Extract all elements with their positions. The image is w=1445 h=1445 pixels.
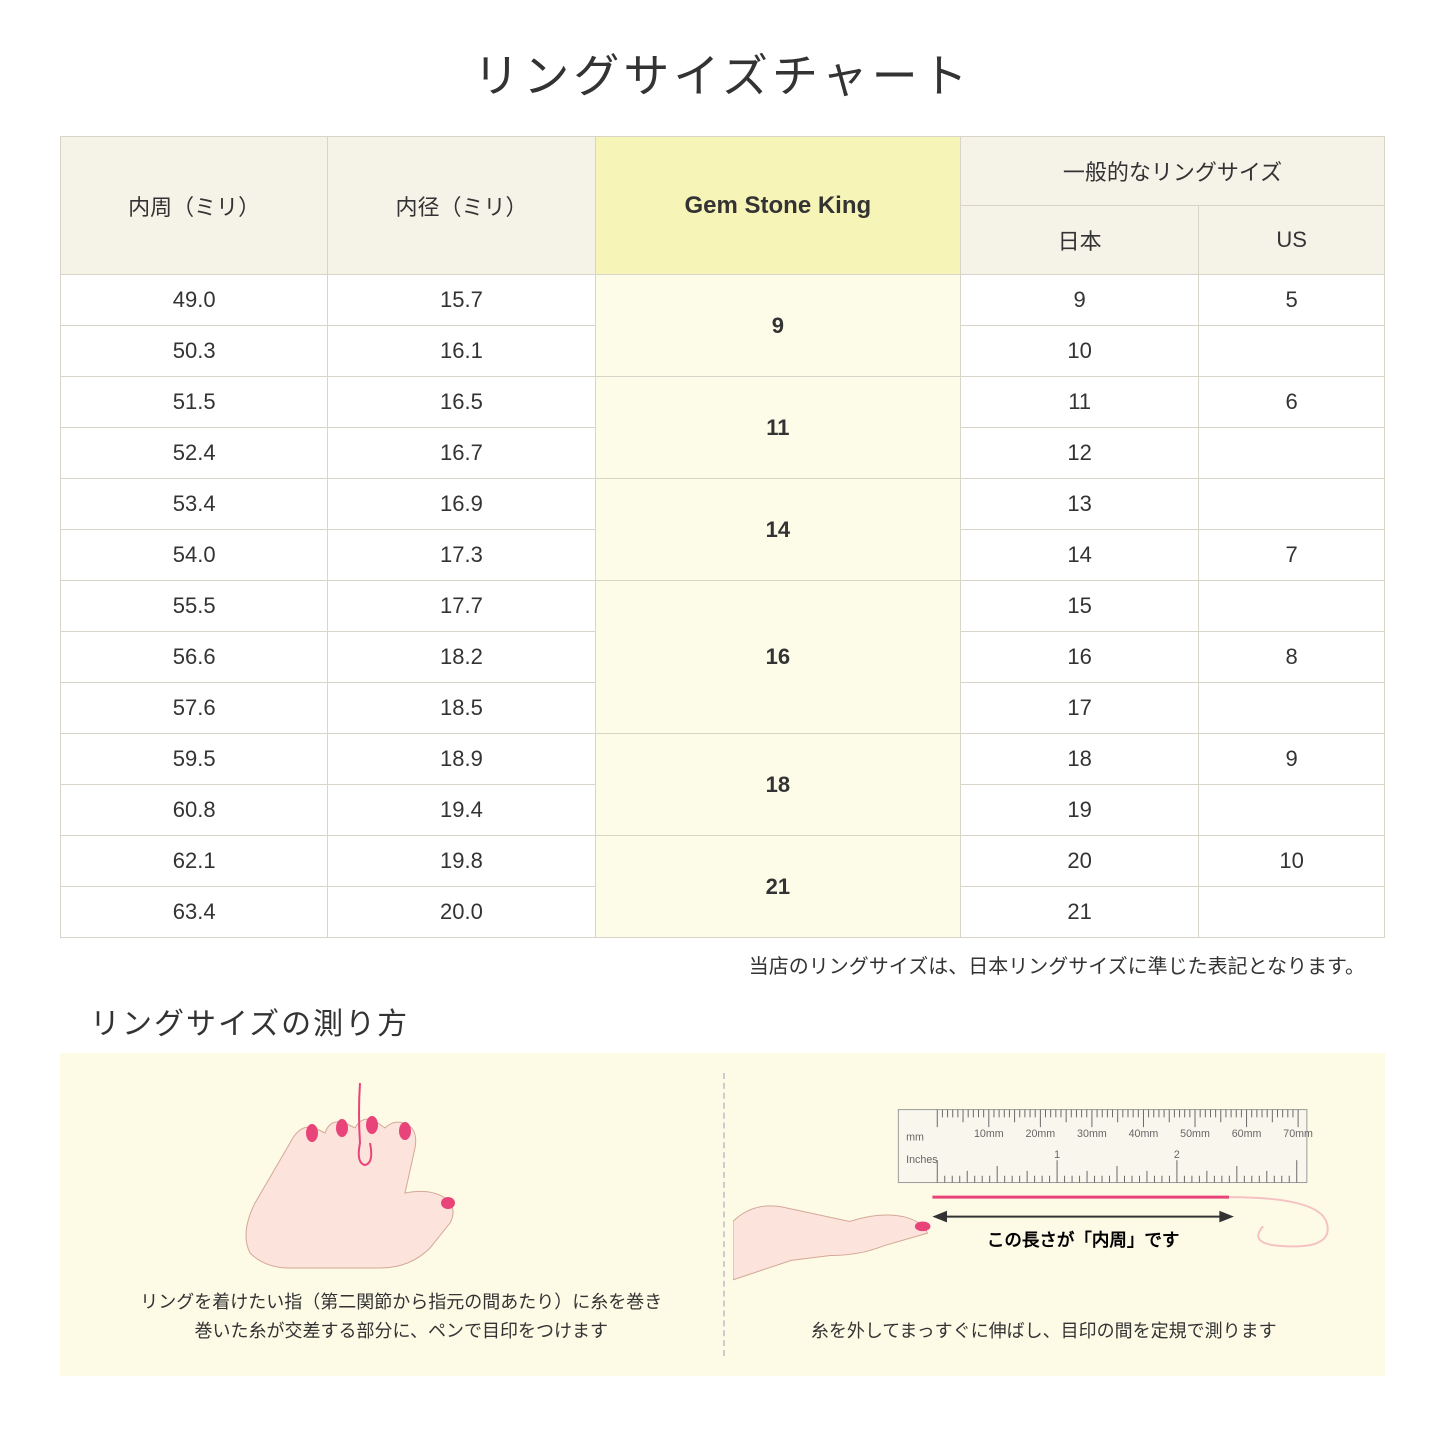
cell-diam: 19.8 <box>328 836 595 887</box>
cell-circ: 57.6 <box>61 683 328 734</box>
cell-japan: 14 <box>961 530 1199 581</box>
panel1-illustration <box>90 1073 713 1273</box>
svg-text:2: 2 <box>1173 1149 1179 1161</box>
cell-circ: 54.0 <box>61 530 328 581</box>
cell-circ: 60.8 <box>61 785 328 836</box>
cell-us: 5 <box>1199 275 1385 326</box>
cell-us <box>1199 581 1385 632</box>
panel1-line1: リングを着けたい指（第二関節から指元の間あたり）に糸を巻き <box>140 1292 662 1312</box>
page-title: リングサイズチャート <box>60 40 1385 106</box>
th-circumference: 内周（ミリ） <box>61 137 328 275</box>
cell-us <box>1199 683 1385 734</box>
cell-us: 8 <box>1199 632 1385 683</box>
cell-diam: 20.0 <box>328 887 595 938</box>
cell-japan: 10 <box>961 326 1199 377</box>
svg-text:1: 1 <box>1054 1149 1060 1161</box>
panel2-illustration: 10mm 20mm 30mm 40mm 50mm 60mm 70mm mm Inches 1… <box>733 1102 1356 1302</box>
cell-circ: 50.3 <box>61 326 328 377</box>
svg-text:30mm: 30mm <box>1077 1128 1107 1140</box>
cell-diam: 19.4 <box>328 785 595 836</box>
hand-wrap-icon <box>230 1073 490 1273</box>
cell-circ: 63.4 <box>61 887 328 938</box>
svg-text:50mm: 50mm <box>1180 1128 1210 1140</box>
cell-gsk: 18 <box>595 734 960 836</box>
th-general: 一般的なリングサイズ <box>961 137 1385 206</box>
cell-japan: 11 <box>961 377 1199 428</box>
cell-japan: 17 <box>961 683 1199 734</box>
cell-us <box>1199 428 1385 479</box>
svg-text:70mm: 70mm <box>1283 1128 1313 1140</box>
cell-japan: 15 <box>961 581 1199 632</box>
cell-us <box>1199 785 1385 836</box>
cell-us: 6 <box>1199 377 1385 428</box>
cell-us <box>1199 326 1385 377</box>
cell-diam: 16.7 <box>328 428 595 479</box>
cell-japan: 18 <box>961 734 1199 785</box>
panel2-text: 糸を外してまっすぐに伸ばし、目印の間を定規で測ります <box>811 1317 1277 1346</box>
size-chart-table: 内周（ミリ） 内径（ミリ） Gem Stone King 一般的なリングサイズ … <box>60 136 1385 938</box>
cell-us <box>1199 479 1385 530</box>
cell-diam: 18.5 <box>328 683 595 734</box>
cell-us: 7 <box>1199 530 1385 581</box>
table-row: 53.416.91413 <box>61 479 1385 530</box>
size-note: 当店のリングサイズは、日本リングサイズに準じた表記となります。 <box>60 950 1385 979</box>
th-japan: 日本 <box>961 206 1199 275</box>
panel-measure: 10mm 20mm 30mm 40mm 50mm 60mm 70mm mm Inches 1… <box>733 1073 1356 1346</box>
measure-title: リングサイズの測り方 <box>90 999 1385 1043</box>
cell-diam: 16.5 <box>328 377 595 428</box>
length-label: この長さが「内周」です <box>986 1230 1179 1250</box>
ruler-in-label: Inches <box>906 1154 938 1166</box>
cell-circ: 53.4 <box>61 479 328 530</box>
cell-japan: 20 <box>961 836 1199 887</box>
cell-diam: 18.9 <box>328 734 595 785</box>
cell-diam: 17.7 <box>328 581 595 632</box>
table-row: 59.518.918189 <box>61 734 1385 785</box>
cell-japan: 19 <box>961 785 1199 836</box>
th-diameter: 内径（ミリ） <box>328 137 595 275</box>
table-row: 62.119.8212010 <box>61 836 1385 887</box>
cell-circ: 59.5 <box>61 734 328 785</box>
cell-japan: 12 <box>961 428 1199 479</box>
cell-us: 9 <box>1199 734 1385 785</box>
cell-circ: 52.4 <box>61 428 328 479</box>
cell-gsk: 14 <box>595 479 960 581</box>
cell-gsk: 11 <box>595 377 960 479</box>
cell-circ: 51.5 <box>61 377 328 428</box>
instructions-container: リングを着けたい指（第二関節から指元の間あたり）に糸を巻き 巻いた糸が交差する部… <box>60 1053 1385 1376</box>
cell-japan: 9 <box>961 275 1199 326</box>
ruler-measure-icon: 10mm 20mm 30mm 40mm 50mm 60mm 70mm mm Inches 1… <box>733 1102 1356 1302</box>
cell-gsk: 21 <box>595 836 960 938</box>
cell-diam: 16.9 <box>328 479 595 530</box>
table-row: 51.516.511116 <box>61 377 1385 428</box>
panel1-line2: 巻いた糸が交差する部分に、ペンで目印をつけます <box>195 1321 608 1341</box>
svg-text:20mm: 20mm <box>1025 1128 1055 1140</box>
table-row: 49.015.7995 <box>61 275 1385 326</box>
svg-text:40mm: 40mm <box>1128 1128 1158 1140</box>
cell-circ: 56.6 <box>61 632 328 683</box>
cell-circ: 55.5 <box>61 581 328 632</box>
cell-diam: 16.1 <box>328 326 595 377</box>
cell-circ: 49.0 <box>61 275 328 326</box>
cell-japan: 13 <box>961 479 1199 530</box>
cell-gsk: 9 <box>595 275 960 377</box>
svg-text:10mm: 10mm <box>973 1128 1003 1140</box>
svg-text:60mm: 60mm <box>1231 1128 1261 1140</box>
cell-diam: 15.7 <box>328 275 595 326</box>
cell-diam: 18.2 <box>328 632 595 683</box>
cell-us <box>1199 887 1385 938</box>
th-us: US <box>1199 206 1385 275</box>
cell-circ: 62.1 <box>61 836 328 887</box>
cell-japan: 16 <box>961 632 1199 683</box>
ruler-mm-label: mm <box>906 1132 924 1144</box>
panel1-text: リングを着けたい指（第二関節から指元の間あたり）に糸を巻き 巻いた糸が交差する部… <box>140 1288 662 1346</box>
panel-wrap: リングを着けたい指（第二関節から指元の間あたり）に糸を巻き 巻いた糸が交差する部… <box>90 1073 713 1346</box>
table-row: 55.517.71615 <box>61 581 1385 632</box>
cell-japan: 21 <box>961 887 1199 938</box>
th-gsk: Gem Stone King <box>595 137 960 275</box>
cell-diam: 17.3 <box>328 530 595 581</box>
cell-us: 10 <box>1199 836 1385 887</box>
cell-gsk: 16 <box>595 581 960 734</box>
